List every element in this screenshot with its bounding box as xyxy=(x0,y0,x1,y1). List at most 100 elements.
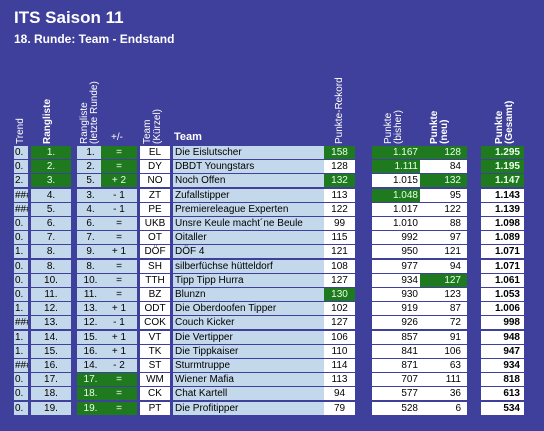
delta-cell: = xyxy=(101,387,137,400)
rank-cell: 16. xyxy=(31,359,71,372)
team-name-cell: silberfüchse hütteldorf xyxy=(173,260,327,273)
prev-rank-cell: 4. xyxy=(77,203,104,216)
prev-points-cell: 1.167 xyxy=(372,146,421,159)
team-name-cell: Premiereleague Experten xyxy=(173,203,327,216)
header-prev-rank-line2: (letzte Runde) xyxy=(89,81,100,144)
record-cell: 114 xyxy=(324,359,355,372)
prev-points-cell: 919 xyxy=(372,302,421,315)
trend-cell: 0. xyxy=(14,160,28,173)
code-cell: WM xyxy=(140,373,170,386)
new-points-cell: 63 xyxy=(420,359,467,372)
prev-rank-cell: 16. xyxy=(77,345,104,358)
header-record: Punkte-Rekord xyxy=(334,77,345,144)
prev-rank-cell: 18. xyxy=(77,387,104,400)
prev-points-cell: 857 xyxy=(372,331,421,344)
rank-cell: 17. xyxy=(31,373,71,386)
code-cell: DÖF xyxy=(140,245,170,258)
trend-cell: 0. xyxy=(14,387,28,400)
prev-points-cell: 934 xyxy=(372,274,421,287)
record-cell: 132 xyxy=(324,174,355,187)
new-points-cell: 106 xyxy=(420,345,467,358)
rank-cell: 8. xyxy=(31,260,71,273)
prev-points-cell: 1.111 xyxy=(372,160,421,173)
code-cell: TTH xyxy=(140,274,170,287)
team-name-cell: Die Eislutscher xyxy=(173,146,327,159)
delta-cell: = xyxy=(101,160,137,173)
code-cell: COK xyxy=(140,316,170,329)
delta-cell: = xyxy=(101,146,137,159)
code-cell: ST xyxy=(140,359,170,372)
sheet-title: ITS Saison 11 xyxy=(14,8,124,27)
trend-cell: 0. xyxy=(14,231,28,244)
header-new-points-line2: (neu) xyxy=(439,119,450,144)
code-cell: ODT xyxy=(140,302,170,315)
delta-cell: = xyxy=(101,274,137,287)
prev-rank-cell: 3. xyxy=(77,189,104,202)
rank-cell: 14. xyxy=(31,331,71,344)
total-points-cell: 1.071 xyxy=(481,245,524,258)
new-points-cell: 122 xyxy=(420,203,467,216)
total-points-cell: 1.053 xyxy=(481,288,524,301)
prev-points-cell: 841 xyxy=(372,345,421,358)
record-cell: 115 xyxy=(324,231,355,244)
team-name-cell: DBDT Youngstars xyxy=(173,160,327,173)
total-points-cell: 1.006 xyxy=(481,302,524,315)
header-rank: Rangliste xyxy=(42,98,53,144)
new-points-cell: 6 xyxy=(420,402,467,415)
record-cell: 113 xyxy=(324,189,355,202)
total-points-cell: 1.195 xyxy=(481,160,524,173)
new-points-cell: 91 xyxy=(420,331,467,344)
team-name-cell: Die Tippkaiser xyxy=(173,345,327,358)
delta-cell: + 1 xyxy=(101,302,137,315)
record-cell: 113 xyxy=(324,373,355,386)
header-delta: +/- xyxy=(111,132,123,143)
header-prev-points-line2: (bisher) xyxy=(393,110,404,144)
new-points-cell: 72 xyxy=(420,316,467,329)
total-points-cell: 1.098 xyxy=(481,217,524,230)
code-cell: EL xyxy=(140,146,170,159)
trend-cell: 0. xyxy=(14,146,28,159)
delta-cell: = xyxy=(101,288,137,301)
total-points-cell: 1.089 xyxy=(481,231,524,244)
record-cell: 108 xyxy=(324,260,355,273)
rank-cell: 4. xyxy=(31,189,71,202)
trend-cell: ### xyxy=(14,359,28,372)
total-points-cell: 1.071 xyxy=(481,260,524,273)
code-cell: CK xyxy=(140,387,170,400)
rank-cell: 15. xyxy=(31,345,71,358)
total-points-cell: 947 xyxy=(481,345,524,358)
code-cell: TK xyxy=(140,345,170,358)
prev-points-cell: 1.017 xyxy=(372,203,421,216)
record-cell: 94 xyxy=(324,387,355,400)
prev-points-cell: 528 xyxy=(372,402,421,415)
trend-cell: ### xyxy=(14,203,28,216)
prev-rank-cell: 12. xyxy=(77,316,104,329)
rank-cell: 11. xyxy=(31,288,71,301)
sheet-subtitle: 18. Runde: Team - Endstand xyxy=(14,32,175,46)
trend-cell: 1. xyxy=(14,331,28,344)
prev-rank-cell: 8. xyxy=(77,260,104,273)
new-points-cell: 87 xyxy=(420,302,467,315)
header-total-line2: (Gesamt) xyxy=(504,100,515,144)
prev-rank-cell: 1. xyxy=(77,146,104,159)
delta-cell: - 2 xyxy=(101,359,137,372)
prev-rank-cell: 9. xyxy=(77,245,104,258)
rank-cell: 1. xyxy=(31,146,71,159)
prev-rank-cell: 6. xyxy=(77,217,104,230)
code-cell: PE xyxy=(140,203,170,216)
total-points-cell: 998 xyxy=(481,316,524,329)
rank-cell: 3. xyxy=(31,174,71,187)
prev-rank-cell: 11. xyxy=(77,288,104,301)
team-name-cell: Oitaller xyxy=(173,231,327,244)
team-name-cell: Chat Kartell xyxy=(173,387,327,400)
team-name-cell: DÖF 4 xyxy=(173,245,327,258)
header-team: Team xyxy=(174,131,202,143)
code-cell: BZ xyxy=(140,288,170,301)
team-name-cell: Noch Offen xyxy=(173,174,327,187)
prev-points-cell: 992 xyxy=(372,231,421,244)
new-points-cell: 84 xyxy=(420,160,467,173)
new-points-cell: 132 xyxy=(420,174,467,187)
prev-points-cell: 871 xyxy=(372,359,421,372)
total-points-cell: 1.139 xyxy=(481,203,524,216)
